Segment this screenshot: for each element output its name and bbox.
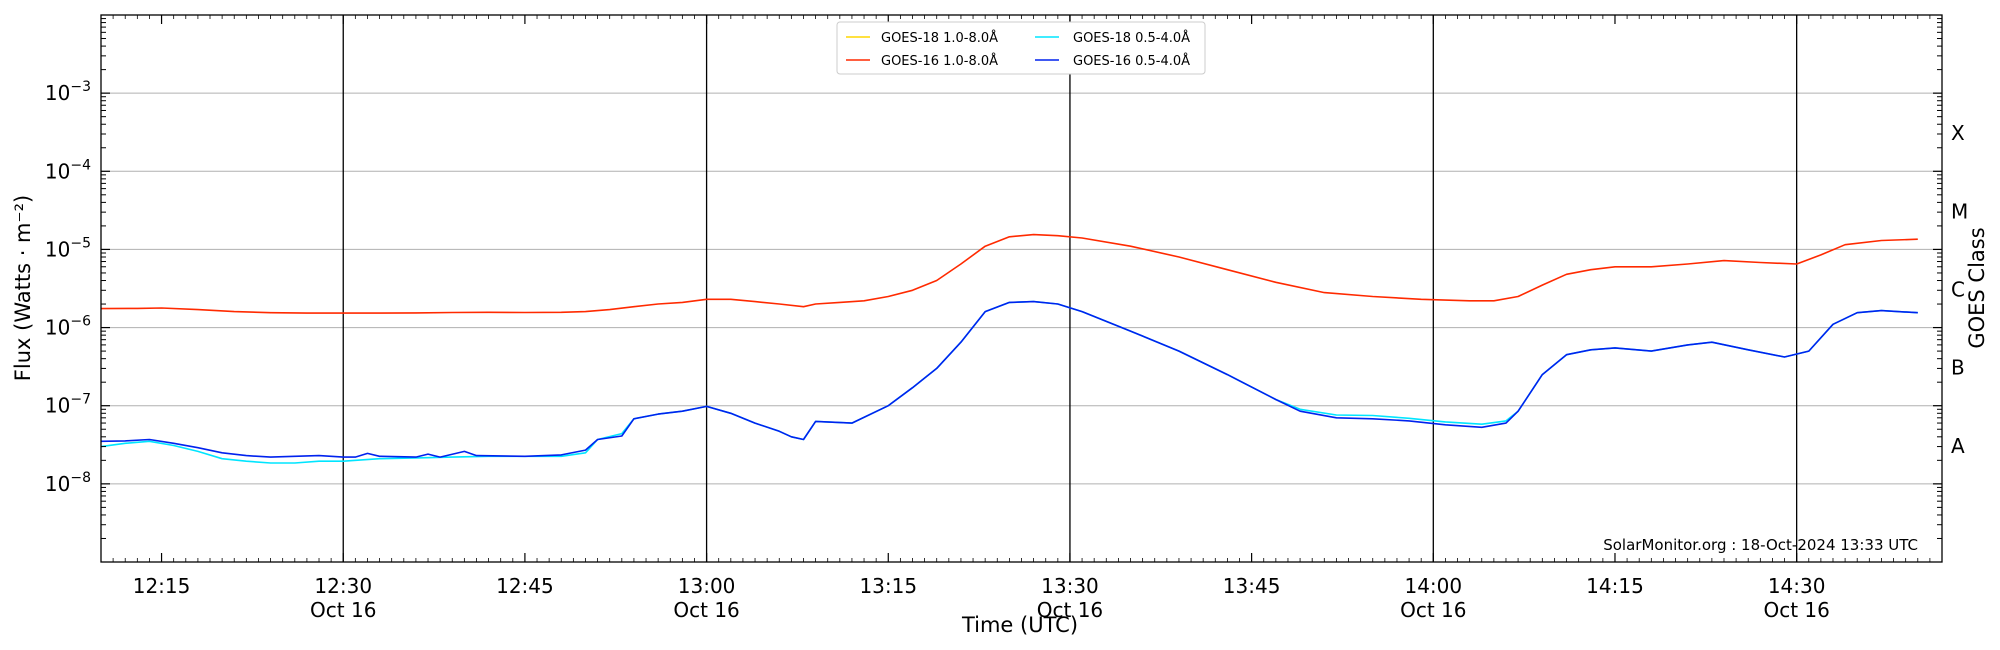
grid-lines	[101, 92, 1942, 485]
x-tick-label: 14:30	[1768, 574, 1826, 598]
x-tick-label: 13:15	[859, 574, 917, 598]
legend-label-goes18-short: GOES-18 0.5-4.0Å	[1073, 30, 1190, 46]
x-tick-label: 12:15	[133, 574, 191, 598]
y-tick-base: 10	[45, 472, 70, 496]
y-tick-exponent: −6	[70, 314, 91, 330]
y-tick-exponent: −7	[70, 392, 91, 408]
legend: GOES-18 1.0-8.0Å GOES-16 1.0-8.0Å GOES-1…	[836, 21, 1206, 75]
x-axis-label: Time (UTC)	[961, 613, 1078, 637]
series-line-3	[100, 300, 1918, 458]
y-axis-label: Flux (Watts · m⁻²)	[11, 195, 35, 381]
y-tick-base: 10	[45, 159, 70, 183]
y-tick-label: 10−6	[45, 314, 91, 340]
data-series	[100, 233, 1918, 464]
x-tick-date-label: Oct 16	[310, 598, 376, 622]
x-tick-label: 14:00	[1404, 574, 1462, 598]
x-tick-label: 13:45	[1223, 574, 1281, 598]
y-tick-exponent: −5	[70, 235, 91, 251]
legend-label-goes18-long: GOES-18 1.0-8.0Å	[881, 30, 998, 46]
axis-ticks	[100, 15, 1943, 562]
y-tick-base: 10	[45, 237, 70, 261]
series-line-1	[100, 233, 1918, 314]
y-tick-base: 10	[45, 394, 70, 418]
goes-class-label: B	[1951, 356, 1965, 380]
goes-class-label: X	[1951, 121, 1965, 145]
legend-box	[836, 21, 1206, 75]
goes-class-labels: A B C M X	[1951, 121, 1968, 458]
y-tick-label: 10−3	[45, 79, 91, 105]
goes-class-label: M	[1951, 199, 1968, 223]
x-tick-date-label: Oct 16	[1763, 598, 1829, 622]
legend-label-goes16-long: GOES-16 1.0-8.0Å	[881, 53, 998, 69]
x-tick-date-label: Oct 16	[1400, 598, 1466, 622]
x-tick-label: 12:45	[496, 574, 554, 598]
y-tick-exponent: −3	[70, 79, 91, 95]
y-tick-label: 10−4	[45, 157, 91, 183]
y-tick-label: 10−7	[45, 392, 91, 418]
day-marker-lines	[342, 15, 1798, 562]
x-tick-label: 13:30	[1041, 574, 1099, 598]
right-axis-label: GOES Class	[1965, 227, 1989, 348]
x-tick-label: 12:30	[314, 574, 372, 598]
source-credit: SolarMonitor.org : 18-Oct-2024 13:33 UTC	[1603, 536, 1918, 554]
y-tick-exponent: −8	[70, 470, 91, 486]
y-tick-label: 10−5	[45, 235, 91, 261]
x-tick-date-label: Oct 16	[673, 598, 739, 622]
goes-class-label: A	[1951, 434, 1965, 458]
goes-class-label: C	[1951, 278, 1965, 302]
x-tick-date-label: Oct 16	[1037, 598, 1103, 622]
y-tick-base: 10	[45, 316, 70, 340]
x-tick-label: 13:00	[678, 574, 736, 598]
y-tick-label: 10−8	[45, 470, 91, 496]
x-tick-label: 14:15	[1586, 574, 1644, 598]
y-tick-base: 10	[45, 81, 70, 105]
y-tick-labels: 10−810−710−610−510−410−3	[45, 79, 91, 496]
y-tick-exponent: −4	[70, 157, 91, 173]
legend-label-goes16-short: GOES-16 0.5-4.0Å	[1073, 53, 1190, 69]
